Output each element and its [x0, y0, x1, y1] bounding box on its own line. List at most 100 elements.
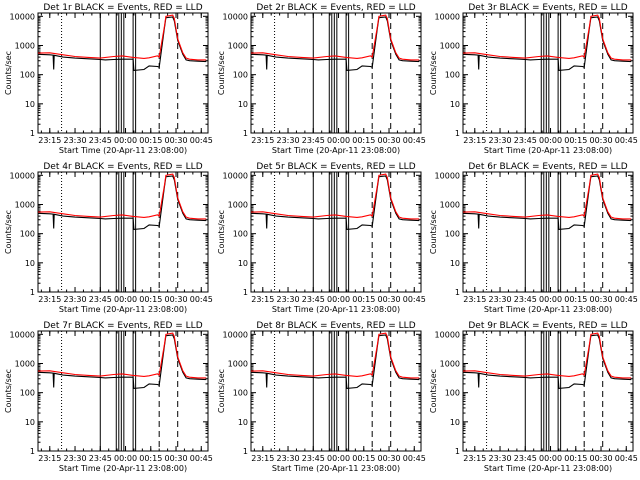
x-tick-label: 00:15 — [564, 295, 587, 304]
x-tick-label: 23:45 — [89, 454, 112, 463]
y-tick-label: 10000 — [435, 330, 460, 339]
x-tick-label: 23:45 — [302, 295, 325, 304]
y-tick-label: 10000 — [223, 12, 248, 21]
x-axis-label: Start Time (20-Apr-11 23:08:00) — [484, 305, 612, 314]
y-tick-label: 10 — [238, 418, 248, 427]
series-events — [462, 175, 632, 230]
y-tick-label: 1000 — [440, 200, 460, 209]
plot-frame — [462, 171, 634, 293]
y-tick-label: 10 — [450, 259, 460, 268]
series-events — [37, 175, 207, 230]
series-lld — [37, 173, 207, 220]
x-axis-label: Start Time (20-Apr-11 23:08:00) — [59, 464, 187, 473]
y-axis-label: Counts/sec — [4, 51, 13, 95]
y-tick-label: 1 — [455, 447, 460, 456]
y-tick-label: 1000 — [228, 200, 248, 209]
x-tick-label: 00:45 — [615, 136, 638, 145]
x-tick-label: 00:15 — [139, 136, 162, 145]
y-tick-label: 10 — [450, 100, 460, 109]
y-tick-label: 10000 — [10, 171, 35, 180]
y-axis-label: Counts/sec — [4, 210, 13, 254]
plot-frame — [37, 12, 209, 134]
x-axis-label: Start Time (20-Apr-11 23:08:00) — [59, 146, 187, 155]
x-tick-label: 00:45 — [615, 454, 638, 463]
x-axis-label: Start Time (20-Apr-11 23:08:00) — [484, 146, 612, 155]
y-tick-label: 100 — [445, 71, 460, 80]
y-tick-label: 10 — [238, 100, 248, 109]
y-axis-label: Counts/sec — [429, 369, 438, 413]
y-tick-label: 1 — [30, 129, 35, 138]
x-tick-label: 00:15 — [352, 454, 375, 463]
x-tick-label: 00:45 — [615, 295, 638, 304]
y-tick-label: 10000 — [10, 330, 35, 339]
y-tick-label: 10 — [238, 259, 248, 268]
series-lld — [250, 332, 420, 379]
x-tick-label: 00:45 — [403, 295, 426, 304]
y-tick-label: 100 — [233, 389, 248, 398]
y-tick-label: 1000 — [228, 359, 248, 368]
x-tick-label: 00:30 — [589, 295, 612, 304]
x-tick-label: 00:15 — [564, 136, 587, 145]
y-tick-label: 10000 — [223, 171, 248, 180]
panel-title: Det 4r BLACK = Events, RED = LLD — [43, 162, 202, 172]
y-tick-label: 1 — [455, 288, 460, 297]
x-tick-label: 23:30 — [276, 454, 299, 463]
x-tick-label: 23:45 — [89, 136, 112, 145]
series-events — [37, 334, 207, 389]
x-tick-label: 00:30 — [164, 454, 187, 463]
panel-2: 1 10 100 1000 10000 23:15 23:30 23:45 00:00 00:15… — [217, 3, 426, 155]
y-axis-label: Counts/sec — [429, 210, 438, 254]
x-tick-label: 00:00 — [539, 454, 562, 463]
panel-title: Det 8r BLACK = Events, RED = LLD — [256, 321, 415, 331]
panel-8: 1 10 100 1000 10000 23:15 23:30 23:45 00:00 00:15… — [217, 321, 426, 473]
x-tick-label: 23:30 — [488, 136, 511, 145]
x-tick-label: 23:45 — [514, 295, 537, 304]
plot-frame — [462, 12, 634, 134]
y-tick-label: 1000 — [440, 41, 460, 50]
series-events — [462, 16, 632, 71]
y-tick-label: 1 — [455, 129, 460, 138]
series-lld — [250, 173, 420, 220]
y-tick-label: 10000 — [223, 330, 248, 339]
panel-title: Det 9r BLACK = Events, RED = LLD — [468, 321, 627, 331]
x-tick-label: 23:45 — [302, 454, 325, 463]
x-tick-label: 23:15 — [251, 136, 274, 145]
x-tick-label: 00:00 — [539, 295, 562, 304]
plot-frame — [250, 171, 422, 293]
y-axis-label: Counts/sec — [429, 51, 438, 95]
x-tick-label: 00:00 — [114, 295, 137, 304]
series-events — [250, 175, 420, 230]
panel-3: 1 10 100 1000 10000 23:15 23:30 23:45 00:00 00:15… — [429, 3, 638, 155]
y-tick-label: 1000 — [15, 200, 35, 209]
y-tick-label: 1 — [30, 288, 35, 297]
y-tick-label: 10 — [25, 100, 35, 109]
plot-frame — [250, 12, 422, 134]
series-lld — [250, 14, 420, 61]
x-tick-label: 00:30 — [164, 295, 187, 304]
panel-title: Det 6r BLACK = Events, RED = LLD — [468, 162, 627, 172]
x-axis-label: Start Time (20-Apr-11 23:08:00) — [272, 146, 400, 155]
y-tick-label: 1000 — [15, 359, 35, 368]
x-tick-label: 00:45 — [190, 136, 213, 145]
x-tick-label: 00:30 — [377, 136, 400, 145]
panel-title: Det 1r BLACK = Events, RED = LLD — [43, 3, 202, 13]
x-tick-label: 23:15 — [38, 454, 61, 463]
x-tick-label: 23:30 — [276, 136, 299, 145]
y-tick-label: 1000 — [15, 41, 35, 50]
panel-7: 1 10 100 1000 10000 23:15 23:30 23:45 00:00 00:15… — [4, 321, 213, 473]
y-tick-label: 100 — [233, 230, 248, 239]
x-tick-label: 23:15 — [251, 454, 274, 463]
y-tick-label: 100 — [233, 71, 248, 80]
y-tick-label: 100 — [445, 230, 460, 239]
x-tick-label: 23:15 — [38, 136, 61, 145]
x-tick-label: 00:15 — [352, 136, 375, 145]
panel-title: Det 2r BLACK = Events, RED = LLD — [256, 3, 415, 13]
x-tick-label: 00:15 — [139, 454, 162, 463]
y-tick-label: 1 — [243, 129, 248, 138]
x-tick-label: 00:15 — [352, 295, 375, 304]
x-tick-label: 00:30 — [589, 454, 612, 463]
panel-title: Det 7r BLACK = Events, RED = LLD — [43, 321, 202, 331]
plot-frame — [37, 330, 209, 452]
series-events — [462, 334, 632, 389]
